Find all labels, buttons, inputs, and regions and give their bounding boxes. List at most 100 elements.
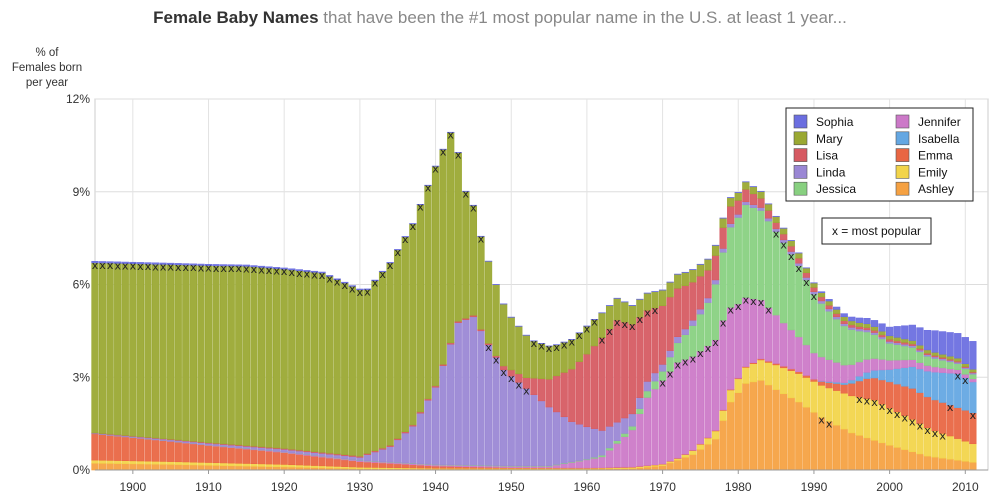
bar-segment-emily: [757, 359, 765, 381]
most-popular-marker: x: [954, 370, 961, 383]
bar-segment-mary: [356, 289, 364, 457]
bar-segment-sophia: [348, 285, 356, 287]
bar-segment-jessica: [651, 380, 659, 390]
x-tick-label: 1980: [725, 480, 752, 494]
bar-segment-mary: [938, 353, 947, 358]
legend-label-lisa: Lisa: [816, 149, 838, 163]
bar-segment-lisa: [833, 313, 841, 318]
bar-segment-lisa: [719, 227, 727, 249]
bar-segment-jessica: [848, 329, 856, 365]
x-tick-label: 1950: [498, 480, 525, 494]
bar-segment-linda: [371, 451, 379, 462]
bar-segment-jessica: [901, 345, 909, 361]
bar-segment-sophia: [159, 262, 167, 265]
bar-segment-linda: [870, 332, 879, 335]
bar-segment-emily: [711, 430, 720, 440]
bar-segment-isabella: [848, 379, 856, 384]
bar-segment-linda: [598, 430, 606, 456]
most-popular-marker: x: [357, 286, 364, 299]
x-tick-label: 1960: [574, 480, 601, 494]
most-popular-marker: x: [107, 259, 114, 272]
bar-segment-sophia: [114, 261, 122, 264]
bar-segment-emma: [810, 378, 818, 382]
bar-segment-linda: [764, 217, 773, 222]
bar-segment-lisa: [825, 304, 833, 310]
bar-segment-jessica: [719, 251, 727, 321]
bar-segment-sophia: [189, 263, 198, 266]
bar-segment-sophia: [91, 261, 99, 264]
bar-segment-jennifer: [568, 462, 576, 469]
bar-segment-mary: [666, 281, 674, 298]
bar-segment-lisa: [537, 378, 546, 402]
most-popular-marker: x: [470, 202, 477, 215]
bar-segment-linda: [515, 382, 523, 467]
y-tick-label: 12%: [66, 92, 90, 106]
bar-segment-emily: [780, 367, 788, 395]
bar-segment-emily: [961, 440, 969, 462]
most-popular-marker: x: [599, 334, 606, 347]
bar-segment-mary: [946, 355, 954, 360]
bar-segment-linda: [250, 446, 258, 450]
legend-label-linda: Linda: [816, 165, 846, 179]
bar-segment-mary: [855, 322, 863, 327]
bar-segment-jessica: [787, 253, 795, 331]
bar-segment-isabella: [923, 370, 932, 398]
bar-segment-jennifer: [893, 359, 901, 369]
bar-segment-ashley: [969, 461, 977, 471]
bar-segment-jennifer: [613, 443, 621, 468]
bar-segment-sophia: [356, 288, 364, 291]
bar-segment-emily: [204, 462, 213, 466]
bar-segment-lisa: [757, 197, 765, 208]
bar-segment-jennifer: [674, 362, 682, 459]
bar-segment-sophia: [325, 275, 334, 277]
bar-segment-jessica: [628, 425, 636, 431]
bar-segment-linda: [280, 449, 288, 453]
bar-segment-emma: [363, 461, 372, 468]
bar-segment-jennifer: [916, 362, 924, 370]
bar-segment-emma: [288, 453, 296, 466]
bar-segment-lisa: [840, 320, 848, 324]
bar-segment-emily: [946, 435, 954, 460]
most-popular-marker: x: [447, 129, 454, 142]
bar-segment-ashley: [742, 383, 750, 471]
most-popular-marker: x: [621, 318, 628, 331]
bar-segment-linda: [643, 381, 652, 392]
bar-segment-isabella: [893, 368, 901, 385]
bar-segment-sophia: [855, 317, 863, 323]
most-popular-marker: x: [137, 260, 144, 273]
bar-segment-jennifer: [681, 359, 689, 455]
bar-segment-emma: [431, 465, 440, 469]
note-text: x = most popular: [832, 224, 921, 238]
bar-segment-linda: [416, 412, 425, 464]
bar-segment-sophia: [204, 264, 213, 266]
bar-segment-emily: [212, 462, 220, 466]
bar-segment-ashley: [954, 459, 962, 471]
bar-segment-emma: [280, 452, 288, 465]
bar-segment-linda: [378, 448, 387, 462]
bar-segment-linda: [522, 388, 530, 467]
bar-segment-linda: [719, 248, 727, 253]
bar-segment-lisa: [681, 285, 689, 330]
bar-segment-sophia: [295, 269, 303, 272]
bar-segment-ashley: [136, 463, 145, 471]
bar-segment-isabella: [916, 368, 924, 393]
bar-segment-mary: [916, 344, 924, 349]
bar-segment-lisa: [643, 309, 652, 382]
bar-segment-jessica: [969, 373, 977, 380]
bar-segment-jennifer: [901, 359, 909, 368]
bar-segment-sophia: [106, 261, 114, 264]
bar-segment-sophia: [954, 333, 962, 359]
bar-segment-mary: [151, 263, 160, 439]
bar-segment-sophia: [893, 326, 901, 338]
bar-segment-sophia: [227, 264, 235, 267]
bar-segment-jessica: [742, 204, 750, 298]
most-popular-marker: x: [856, 393, 863, 406]
most-popular-marker: x: [894, 408, 901, 421]
legend-swatch-linda: [793, 165, 808, 179]
bar-segment-ashley: [250, 465, 258, 471]
most-popular-marker: x: [493, 353, 500, 366]
bar-segment-sophia: [833, 306, 841, 310]
bar-segment-linda: [666, 350, 674, 358]
most-popular-marker: x: [523, 384, 530, 397]
bar-segment-jennifer: [643, 397, 652, 466]
